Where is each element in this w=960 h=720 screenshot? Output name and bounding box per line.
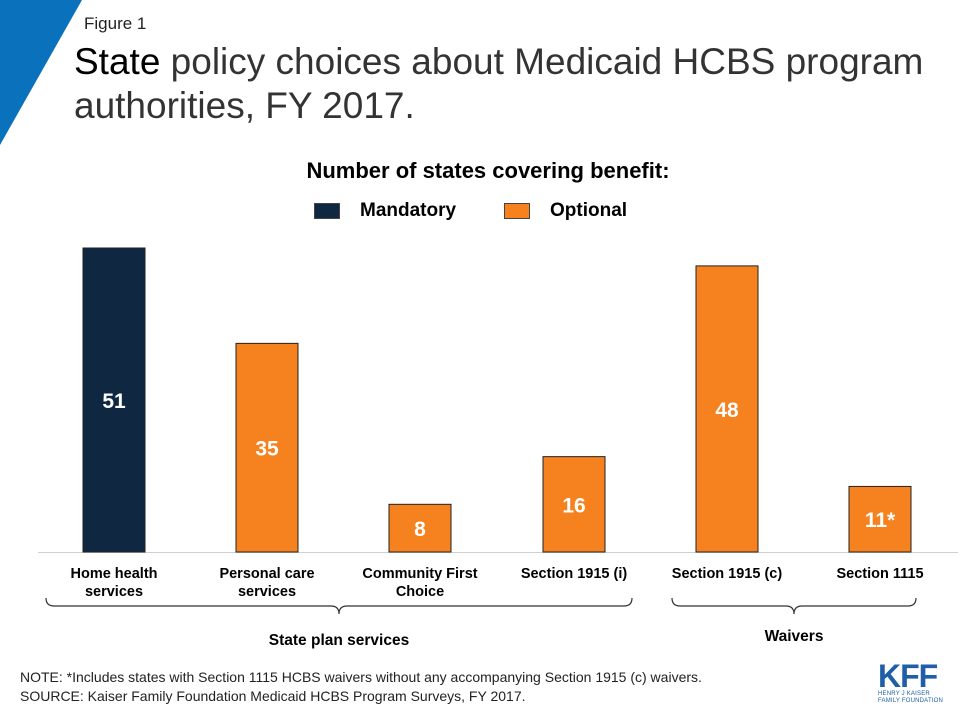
category-label-0: Home health services: [70, 566, 157, 600]
category-label-2: Community First Choice: [362, 566, 477, 600]
legend: Mandatory Optional: [0, 200, 960, 224]
bar-0: [82, 247, 146, 553]
logo-line-2: FAMILY FOUNDATION: [878, 698, 944, 704]
footnote: NOTE: *Includes states with Section 1115…: [20, 668, 702, 706]
title-first-word: State: [74, 41, 161, 82]
bar-2: [388, 503, 452, 553]
bar-chart: 51 Home health services 35 Personal care serv…: [38, 247, 958, 649]
bar-4: [695, 265, 759, 553]
source-text: SOURCE: Kaiser Family Foundation Medicai…: [20, 688, 526, 704]
data-label-4: 48: [715, 399, 739, 422]
category-label-5: Section 1115: [836, 566, 923, 582]
bar-5: [848, 485, 912, 553]
logo-mark: KFF: [878, 658, 938, 694]
note-text: NOTE: *Includes states with Section 1115…: [20, 669, 702, 685]
figure-label: Figure 1: [84, 14, 147, 33]
logo-line-1: HENRY J KAISER: [878, 691, 930, 697]
chart-title: Number of states covering benefit:: [306, 158, 670, 183]
data-label-2: 8: [414, 518, 426, 541]
data-label-0: 51: [102, 390, 126, 413]
legend-swatch-mandatory: [314, 203, 340, 219]
data-label-3: 16: [562, 494, 585, 517]
category-label-4: Section 1915 (c): [672, 566, 783, 582]
category-label-3: Section 1915 (i): [521, 566, 628, 582]
brace-state-plan: [45, 597, 633, 615]
data-label-5: 11*: [865, 509, 896, 532]
legend-item-mandatory: Mandatory: [314, 200, 456, 222]
brace-waivers: [671, 597, 917, 615]
group-label-waivers: Waivers: [765, 628, 824, 645]
title-rest: policy choices about Medicaid HCBS progr…: [74, 41, 924, 126]
bar-1: [235, 342, 299, 553]
data-label-1: 35: [255, 438, 279, 461]
category-label-1: Personal care services: [219, 566, 314, 600]
page-title: State policy choices about Medicaid HCBS…: [74, 40, 944, 128]
legend-label-mandatory: Mandatory: [360, 200, 457, 221]
legend-label-optional: Optional: [550, 200, 628, 221]
bar-3: [542, 456, 606, 553]
legend-swatch-optional: [504, 203, 530, 219]
corner-accent: [0, 0, 82, 145]
legend-item-optional: Optional: [504, 200, 627, 222]
group-label-state-plan: State plan services: [269, 632, 409, 649]
kff-logo: KFF HENRY J KAISER FAMILY FOUNDATION: [878, 658, 948, 709]
